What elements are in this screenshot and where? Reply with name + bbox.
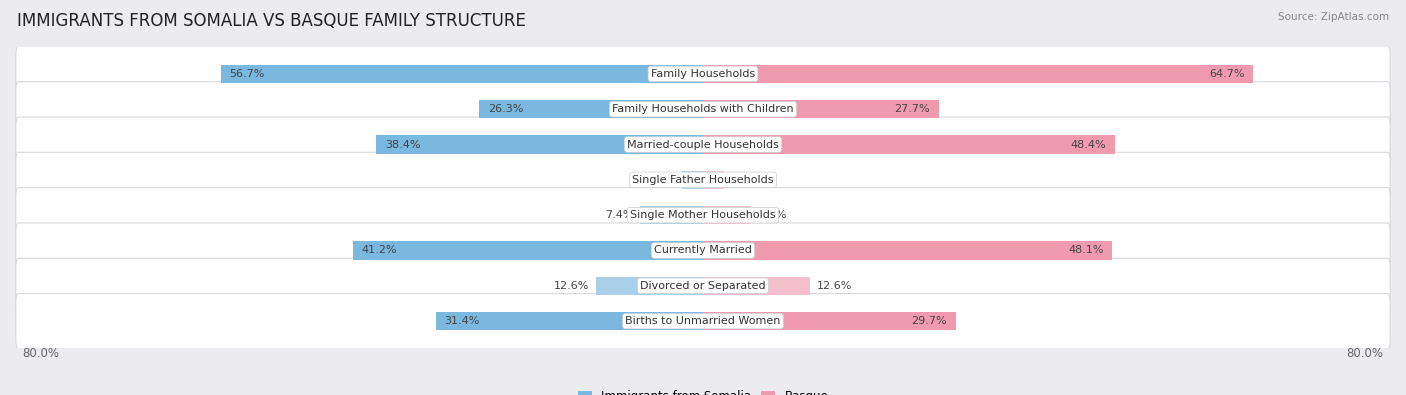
FancyBboxPatch shape xyxy=(15,258,1391,313)
Legend: Immigrants from Somalia, Basque: Immigrants from Somalia, Basque xyxy=(574,385,832,395)
Bar xyxy=(703,171,724,189)
Text: 48.1%: 48.1% xyxy=(1069,245,1104,256)
Text: Family Households with Children: Family Households with Children xyxy=(612,104,794,114)
Text: Births to Unmarried Women: Births to Unmarried Women xyxy=(626,316,780,326)
Text: 80.0%: 80.0% xyxy=(22,346,59,359)
Text: 64.7%: 64.7% xyxy=(1209,69,1244,79)
Text: Divorced or Separated: Divorced or Separated xyxy=(640,281,766,291)
Bar xyxy=(703,206,751,224)
Bar xyxy=(596,276,703,295)
Text: 12.6%: 12.6% xyxy=(817,281,852,291)
Text: 80.0%: 80.0% xyxy=(1347,346,1384,359)
Bar xyxy=(436,312,703,330)
Text: 48.4%: 48.4% xyxy=(1070,139,1107,150)
Bar xyxy=(221,65,703,83)
FancyBboxPatch shape xyxy=(15,117,1391,172)
Text: 27.7%: 27.7% xyxy=(894,104,931,114)
Text: Currently Married: Currently Married xyxy=(654,245,752,256)
Bar xyxy=(703,241,1112,260)
Text: 26.3%: 26.3% xyxy=(488,104,523,114)
Bar xyxy=(703,65,1253,83)
Text: 29.7%: 29.7% xyxy=(911,316,948,326)
Bar xyxy=(479,100,703,118)
Text: 2.5%: 2.5% xyxy=(731,175,759,185)
FancyBboxPatch shape xyxy=(15,223,1391,278)
Bar xyxy=(377,135,703,154)
Text: 2.5%: 2.5% xyxy=(647,175,675,185)
Text: 31.4%: 31.4% xyxy=(444,316,479,326)
Text: Single Mother Households: Single Mother Households xyxy=(630,210,776,220)
Text: 56.7%: 56.7% xyxy=(229,69,264,79)
Text: 12.6%: 12.6% xyxy=(554,281,589,291)
Bar xyxy=(640,206,703,224)
Bar xyxy=(353,241,703,260)
Bar xyxy=(703,135,1115,154)
Text: 41.2%: 41.2% xyxy=(361,245,396,256)
Bar xyxy=(682,171,703,189)
Text: Source: ZipAtlas.com: Source: ZipAtlas.com xyxy=(1278,12,1389,22)
FancyBboxPatch shape xyxy=(15,188,1391,243)
Text: 7.4%: 7.4% xyxy=(605,210,633,220)
FancyBboxPatch shape xyxy=(15,82,1391,137)
Text: 5.7%: 5.7% xyxy=(758,210,787,220)
Text: Family Households: Family Households xyxy=(651,69,755,79)
Text: IMMIGRANTS FROM SOMALIA VS BASQUE FAMILY STRUCTURE: IMMIGRANTS FROM SOMALIA VS BASQUE FAMILY… xyxy=(17,12,526,30)
FancyBboxPatch shape xyxy=(15,46,1391,102)
Bar xyxy=(703,312,956,330)
Text: Married-couple Households: Married-couple Households xyxy=(627,139,779,150)
Text: Single Father Households: Single Father Households xyxy=(633,175,773,185)
Bar xyxy=(703,100,939,118)
FancyBboxPatch shape xyxy=(15,293,1391,349)
Bar xyxy=(703,276,810,295)
Text: 38.4%: 38.4% xyxy=(385,139,420,150)
FancyBboxPatch shape xyxy=(15,152,1391,207)
